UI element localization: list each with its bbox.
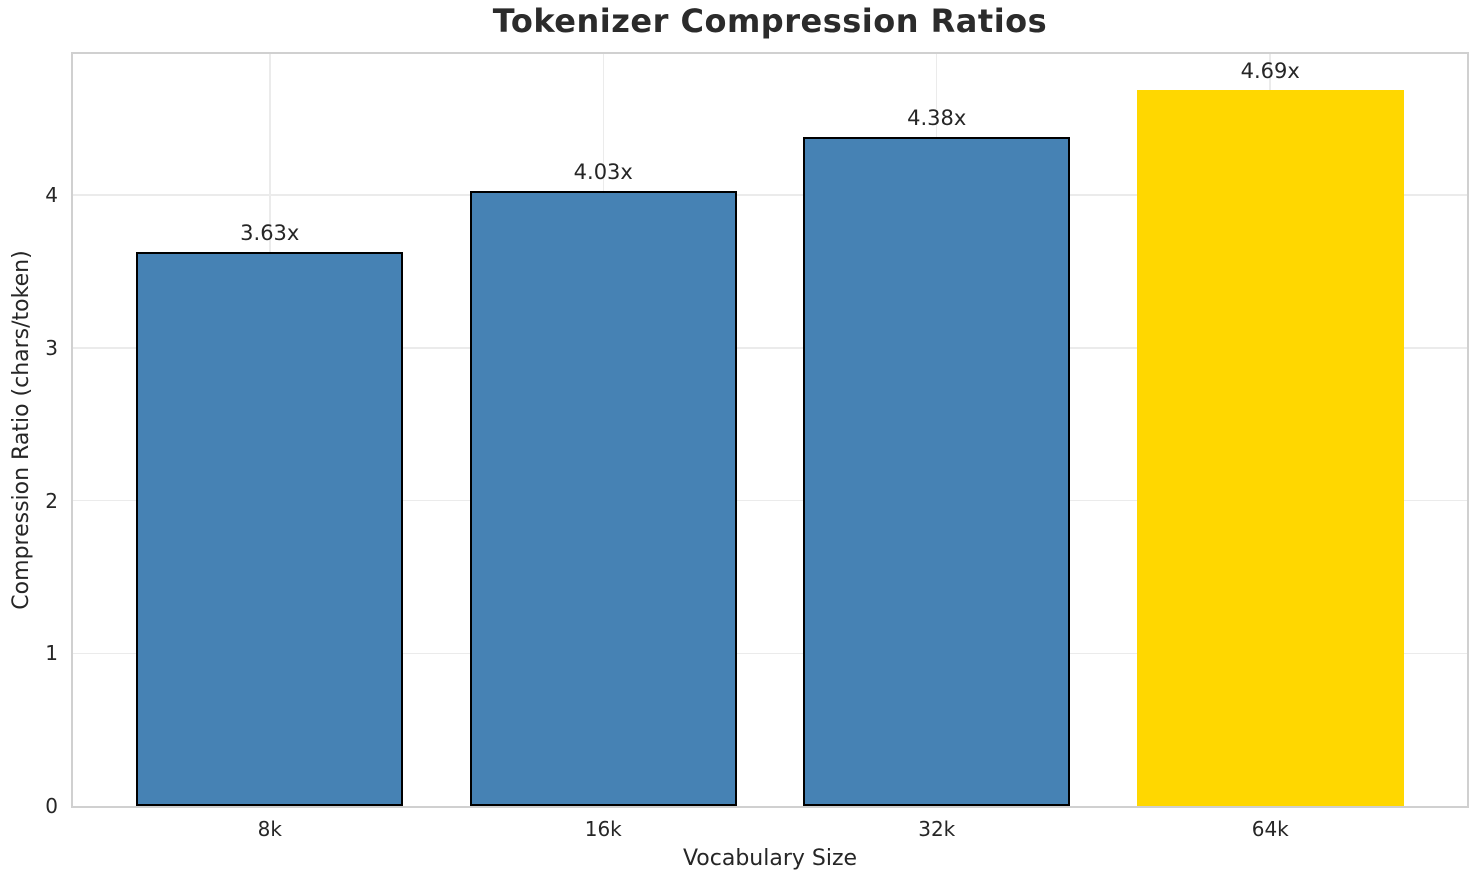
y-gridline-3 — [73, 347, 1467, 349]
bar-32k — [803, 137, 1071, 806]
y-gridline-1 — [73, 652, 1467, 655]
x-tick-label-64k: 64k — [1251, 817, 1289, 841]
x-tick-label-16k: 16k — [584, 817, 622, 841]
bar-64k — [1136, 89, 1404, 806]
plot-area: 3.63x 4.03x 4.38x 4.69x — [71, 52, 1469, 808]
bar-8k — [136, 251, 404, 806]
chart-title: Tokenizer Compression Ratios — [492, 2, 1048, 40]
x-tick-label-8k: 8k — [257, 817, 282, 841]
x-axis-label: Vocabulary Size — [682, 846, 858, 871]
y-tick-label-4: 4 — [45, 183, 58, 208]
y-axis-label: Compression Ratio (chars/token) — [9, 250, 34, 610]
y-tick-label-2: 2 — [45, 488, 58, 513]
bar-16k — [469, 190, 737, 806]
bar-value-label-16k: 4.03x — [573, 159, 633, 184]
y-gridline-4 — [73, 194, 1467, 196]
y-gridline-2 — [73, 499, 1467, 502]
bar-value-label-32k: 4.38x — [907, 106, 967, 131]
bar-value-label-64k: 4.69x — [1240, 58, 1300, 83]
x-tick-label-32k: 32k — [918, 817, 956, 841]
y-tick-label-3: 3 — [45, 335, 58, 360]
y-tick-label-0: 0 — [45, 794, 58, 818]
y-tick-label-1: 1 — [45, 641, 58, 666]
bar-value-label-8k: 3.63x — [240, 220, 300, 245]
